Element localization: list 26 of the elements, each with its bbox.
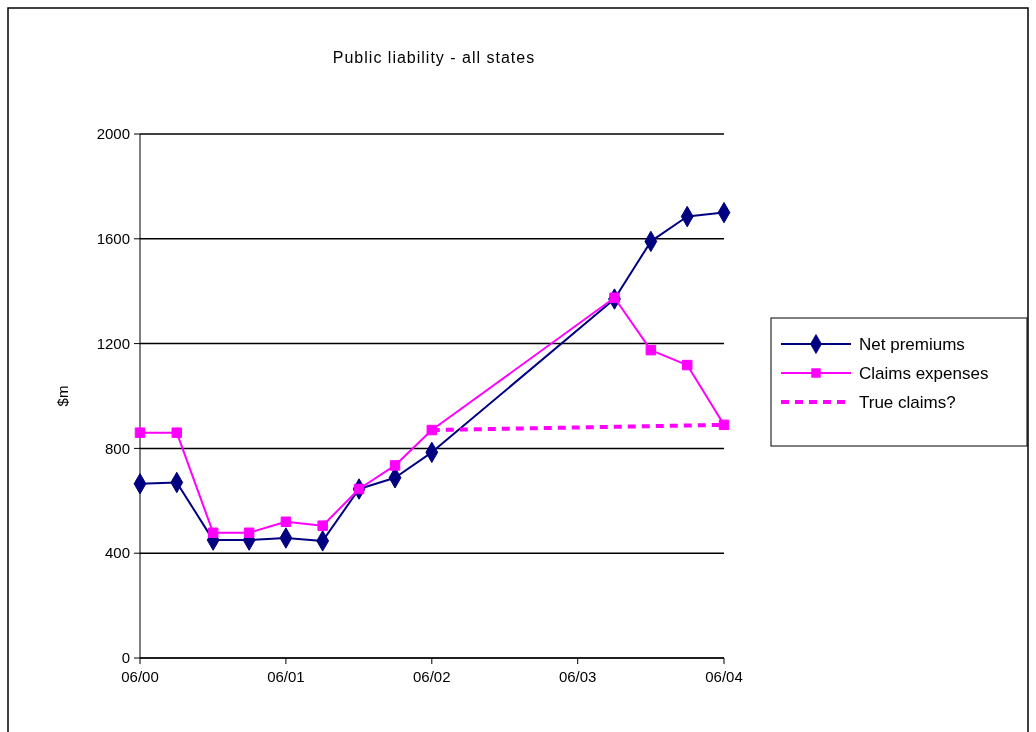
- x-tick-label: 06/02: [413, 668, 451, 685]
- y-tick-label: 1200: [96, 334, 130, 352]
- y-tick-label: 0: [121, 649, 130, 667]
- y-tick-label: 1600: [96, 230, 130, 248]
- y-tick-label: 400: [104, 544, 130, 562]
- point: [645, 344, 657, 356]
- x-tick-label: 06/04: [705, 668, 743, 685]
- y-tick-label: 800: [104, 439, 130, 457]
- y-tick-label: 2000: [96, 125, 130, 143]
- x-tick-label: 06/03: [558, 668, 597, 685]
- chart-title: Public liability - all states: [332, 49, 536, 66]
- point: [280, 516, 292, 527]
- point: [207, 527, 219, 539]
- y-axis-title: $m: [54, 385, 71, 407]
- legend-label: Claims expenses: [859, 363, 989, 383]
- legend-label: Net premiums: [859, 334, 965, 354]
- x-tick-label: 06/00: [121, 668, 159, 685]
- x-tick-label: 06/01: [267, 668, 305, 685]
- point: [243, 527, 255, 539]
- legend-label: True claims?: [859, 392, 956, 412]
- point: [718, 419, 730, 431]
- point: [317, 520, 328, 531]
- point: [171, 427, 183, 438]
- point: [681, 359, 693, 371]
- point: [389, 460, 401, 471]
- point: [134, 427, 146, 438]
